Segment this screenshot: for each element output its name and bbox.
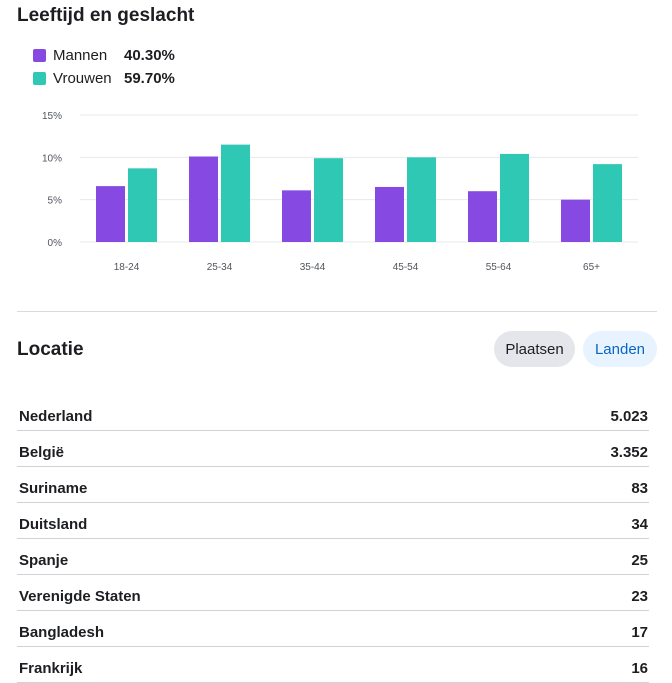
country-name: Verenigde Staten: [19, 588, 141, 605]
table-row: Suriname 83: [17, 467, 649, 503]
country-count: 23: [631, 588, 648, 605]
legend-value-vrouwen: 59.70%: [124, 70, 175, 87]
country-count: 25: [631, 552, 648, 569]
bar-mannen-45-54: [375, 186, 404, 242]
country-count: 83: [631, 480, 648, 497]
x-category-label: 35-44: [300, 262, 326, 273]
y-tick-label: 0%: [48, 238, 63, 249]
legend-label-mannen: Mannen: [53, 47, 108, 64]
country-name: Spanje: [19, 552, 69, 569]
table-row: Frankrijk 16: [17, 647, 649, 683]
legend-swatch-vrouwen: [33, 72, 46, 85]
y-tick-label: 10%: [42, 153, 62, 164]
table-row: Duitsland 34: [17, 503, 649, 539]
x-category-label: 18-24: [114, 262, 140, 273]
country-count: 5.023: [610, 408, 648, 425]
x-category-label: 25-34: [207, 262, 233, 273]
section-divider: [17, 311, 657, 312]
bar-vrouwen-18-24: [128, 168, 157, 242]
bar-mannen-18-24: [96, 186, 125, 242]
country-count: 16: [631, 660, 648, 677]
country-name: België: [19, 444, 65, 461]
location-table: Nederland 5.023 België 3.352 Suriname 83 Duits…: [17, 395, 649, 683]
landen-button[interactable]: Landen: [583, 331, 657, 367]
country-name: Bangladesh: [19, 624, 105, 641]
y-tick-label: 5%: [48, 196, 63, 207]
legend-value-mannen: 40.30%: [124, 47, 175, 64]
country-count: 17: [631, 624, 648, 641]
section-title-age-gender: Leeftijd en geslacht: [17, 5, 195, 26]
bar-mannen-55-64: [468, 191, 497, 242]
country-name: Duitsland: [19, 516, 88, 533]
table-row: België 3.352: [17, 431, 649, 467]
table-row: Verenigde Staten 23: [17, 575, 649, 611]
x-category-label: 55-64: [486, 262, 512, 273]
bar-mannen-35-44: [282, 190, 311, 242]
table-row: Spanje 25: [17, 539, 649, 575]
country-count: 3.352: [610, 444, 648, 461]
country-name: Frankrijk: [19, 660, 83, 677]
legend-item-mannen: Mannen 40.30%: [33, 44, 175, 67]
table-row: Nederland 5.023: [17, 395, 649, 431]
y-tick-label: 15%: [42, 111, 62, 122]
bar-vrouwen-45-54: [407, 157, 436, 242]
x-category-label: 65+: [583, 262, 600, 273]
bar-vrouwen-25-34: [221, 144, 250, 242]
legend-item-vrouwen: Vrouwen 59.70%: [33, 67, 175, 90]
bar-vrouwen-35-44: [314, 158, 343, 242]
bar-mannen-65+: [561, 199, 590, 242]
legend-label-vrouwen: Vrouwen: [53, 70, 112, 87]
legend-swatch-mannen: [33, 49, 46, 62]
bar-mannen-25-34: [189, 156, 218, 242]
x-category-label: 45-54: [393, 262, 419, 273]
country-name: Suriname: [19, 480, 88, 497]
bar-vrouwen-55-64: [500, 153, 529, 242]
chart-legend: Mannen 40.30% Vrouwen 59.70%: [33, 44, 175, 90]
age-gender-bar-chart: 0% 5% 10% 15% 18-24 25-34 35-44 45-54 55-64 65+: [42, 111, 638, 273]
plaatsen-button[interactable]: Plaatsen: [494, 331, 575, 367]
table-row: Bangladesh 17: [17, 611, 649, 647]
section-title-location: Locatie: [17, 339, 84, 360]
bar-vrouwen-65+: [593, 164, 622, 242]
country-name: Nederland: [19, 408, 93, 425]
country-count: 34: [631, 516, 648, 533]
